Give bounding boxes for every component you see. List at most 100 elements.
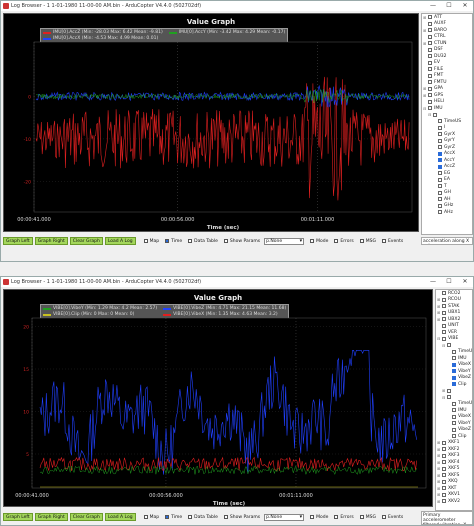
tree-checkbox[interactable]	[428, 60, 432, 65]
msg-checkbox[interactable]: MSG	[359, 239, 376, 244]
tree-checkbox[interactable]	[452, 434, 456, 439]
checkbox-box[interactable]	[143, 515, 148, 519]
tree-checkbox[interactable]	[428, 67, 432, 72]
tree-checkbox[interactable]	[428, 80, 432, 85]
tree-checkbox[interactable]	[452, 356, 456, 361]
show-params-checkbox[interactable]: Show Params	[223, 515, 260, 520]
load-a-log-button[interactable]: Load A Log	[104, 237, 136, 245]
tree-item[interactable]: VER	[436, 329, 472, 336]
expand-icon[interactable]: ⊞	[437, 453, 441, 459]
expand-icon[interactable]: ⊞	[423, 92, 427, 98]
tree-item[interactable]: ⊞ XKF3	[436, 453, 472, 460]
tree-checkbox[interactable]	[452, 401, 456, 406]
checkbox-box[interactable]	[310, 239, 315, 243]
tree-checkbox[interactable]	[438, 177, 442, 182]
tree-item[interactable]: ⊟ VIBE	[436, 336, 472, 343]
tree-item[interactable]: ⊞	[436, 388, 472, 395]
param-select[interactable]: p.None	[264, 237, 305, 245]
tree-item[interactable]: Clip	[436, 381, 472, 388]
tree-checkbox[interactable]	[442, 297, 446, 302]
data-table-checkbox[interactable]: Data Table	[188, 239, 218, 244]
tree-checkbox[interactable]	[442, 466, 446, 471]
expand-icon[interactable]: ⊞	[437, 466, 441, 472]
graph-plot[interactable]: 20 15 10 5 00:00:41.000 00:00:56.000 00:01:11.…	[4, 290, 434, 508]
load-a-log-button[interactable]: Load A Log	[104, 513, 136, 521]
tree-item[interactable]: ⊟	[422, 112, 472, 119]
checkbox-box[interactable]	[223, 239, 228, 243]
tree-item[interactable]: ⊞ XKF2	[436, 446, 472, 453]
tree-item[interactable]: AHz	[422, 209, 472, 216]
show-params-checkbox[interactable]: Show Params	[223, 239, 260, 244]
graph-right-button[interactable]: Graph Right	[34, 237, 68, 245]
tree-checkbox[interactable]	[428, 86, 432, 91]
close-icon[interactable]: ✕	[462, 2, 468, 9]
tree-item[interactable]: ⊟	[436, 394, 472, 401]
tree-item[interactable]: ⊞ XKFS	[436, 472, 472, 479]
tree-item[interactable]: AH	[422, 196, 472, 203]
tree-item[interactable]: ⊟	[436, 342, 472, 349]
tree-checkbox[interactable]	[442, 291, 446, 296]
tree-checkbox[interactable]	[442, 447, 446, 452]
clear-graph-button[interactable]: Clear Graph	[69, 513, 103, 521]
tree-item[interactable]: ⊞ CTUN	[422, 40, 472, 47]
tree-item[interactable]: ⊞ UBX2	[436, 316, 472, 323]
errors-checkbox[interactable]: Errors	[334, 515, 354, 520]
graph-right-button[interactable]: Graph Right	[34, 513, 68, 521]
tree-item[interactable]: EG	[422, 170, 472, 177]
checkbox-box[interactable]	[223, 515, 228, 519]
tree-checkbox[interactable]	[438, 132, 442, 137]
tree-item[interactable]: AccY	[422, 157, 472, 164]
tree-item[interactable]: GHz	[422, 203, 472, 210]
tree-checkbox[interactable]	[447, 395, 451, 400]
errors-checkbox[interactable]: Errors	[334, 239, 354, 244]
tree-checkbox[interactable]	[452, 375, 456, 380]
tree-item[interactable]: VibeZ	[436, 427, 472, 434]
tree-checkbox[interactable]	[447, 388, 451, 393]
tree-checkbox[interactable]	[452, 427, 456, 432]
tree-item[interactable]: EA	[422, 177, 472, 184]
checkbox-box[interactable]	[143, 239, 148, 243]
tree-checkbox[interactable]	[428, 47, 432, 52]
tree-checkbox[interactable]	[433, 112, 437, 117]
tree-checkbox[interactable]	[442, 492, 446, 497]
graph-left-button[interactable]: Graph Left	[3, 513, 33, 521]
tree-checkbox[interactable]	[438, 210, 442, 215]
tree-checkbox[interactable]	[428, 54, 432, 59]
tree-item[interactable]: ⊞ GPS	[422, 92, 472, 99]
tree-checkbox[interactable]	[438, 119, 442, 124]
expand-icon[interactable]: ⊞	[437, 498, 441, 504]
tree-item[interactable]: ⊞ STAK	[436, 303, 472, 310]
tree-checkbox[interactable]	[442, 317, 446, 322]
tree-item[interactable]: TimeUS	[436, 401, 472, 408]
tree-item[interactable]: T	[422, 183, 472, 190]
checkbox-box[interactable]	[188, 239, 193, 243]
tree-item[interactable]: GyrX	[422, 131, 472, 138]
tree-checkbox[interactable]	[438, 171, 442, 176]
tree-checkbox[interactable]	[438, 197, 442, 202]
checkbox-box[interactable]	[334, 239, 339, 243]
checkbox-box[interactable]	[334, 515, 339, 519]
expand-icon[interactable]: ⊞	[423, 27, 427, 33]
tree-checkbox[interactable]	[452, 414, 456, 419]
tree-checkbox[interactable]	[438, 184, 442, 189]
tree-checkbox[interactable]	[428, 15, 432, 20]
close-icon[interactable]: ✕	[462, 278, 468, 285]
tree-item[interactable]: AccZ	[422, 164, 472, 171]
tree-item[interactable]: ⊞ UBX1	[436, 310, 472, 317]
expand-icon[interactable]: ⊞	[423, 86, 427, 92]
collapse-icon[interactable]: ⊟	[423, 105, 427, 111]
tree-item[interactable]: VibeX	[436, 414, 472, 421]
tree-item[interactable]: ⊞ XKF4	[436, 459, 472, 466]
tree-checkbox[interactable]	[452, 369, 456, 374]
checkbox-box[interactable]	[310, 515, 315, 519]
tree-item[interactable]: ⊞ RCOU	[436, 297, 472, 304]
checkbox-box[interactable]	[381, 515, 386, 519]
tree-item[interactable]: ⊟ IMU	[422, 105, 472, 112]
value-graph[interactable]: Value Graph IMU[0].AccZ (Min: -28.03 Max…	[3, 13, 419, 232]
tree-checkbox[interactable]	[428, 99, 432, 104]
tree-item[interactable]: FMT	[422, 73, 472, 80]
param-select[interactable]: p.None	[264, 513, 305, 521]
tree-item[interactable]: GyrZ	[422, 144, 472, 151]
tree-item[interactable]: IMU	[436, 407, 472, 414]
tree-checkbox[interactable]	[442, 479, 446, 484]
